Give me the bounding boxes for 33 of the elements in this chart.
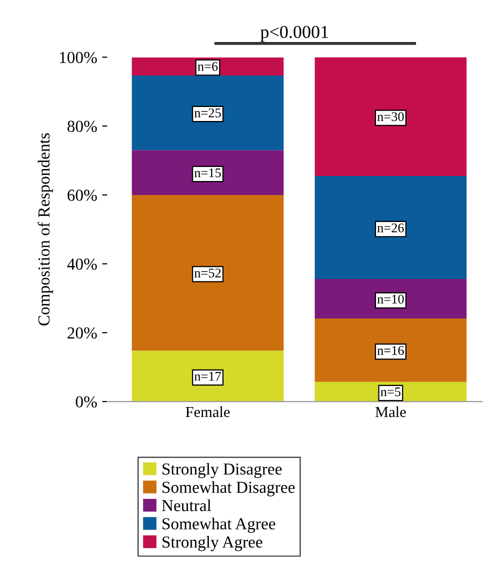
bar (132, 150, 284, 195)
annotation: n=15 (194, 168, 221, 178)
y-tick-label: 100% (60, 52, 97, 64)
annotation: n=6 (198, 62, 218, 71)
annotation: n=30 (377, 112, 404, 122)
y-tick-label: 60% (68, 190, 97, 201)
y-tick-label: 40% (67, 258, 97, 270)
legend-label: Strongly Agree (162, 536, 262, 552)
legend-label: Strongly Disagree (162, 462, 282, 478)
bar (132, 194, 284, 351)
annotation: n=10 (377, 294, 404, 304)
legend-label: Neutral (162, 499, 212, 512)
annotation: n=25 (194, 108, 221, 118)
y-tick-label: 0% (76, 396, 97, 408)
legend-label: Somewhat Agree (162, 518, 276, 533)
legend-label: Somewhat Disagree (162, 481, 295, 496)
x-tick-label: Male (375, 406, 406, 418)
y-tick-label: 80% (68, 120, 97, 132)
text: p<0.0001 (260, 26, 328, 42)
bar (314, 176, 467, 279)
bar (314, 278, 467, 319)
annotation: n=16 (377, 346, 404, 355)
annotation: n=17 (194, 372, 221, 381)
y-tick-label: 20% (68, 327, 97, 339)
y-axis-title: Composition of Respondents (38, 133, 53, 326)
annotation: n=5 (380, 387, 400, 396)
bar (132, 75, 284, 150)
bar (314, 318, 467, 382)
bar (314, 57, 467, 176)
annotation: n=26 (377, 223, 404, 232)
bar (132, 350, 284, 402)
annotation: n=52 (194, 268, 221, 278)
x-tick-label: Female (186, 406, 230, 418)
